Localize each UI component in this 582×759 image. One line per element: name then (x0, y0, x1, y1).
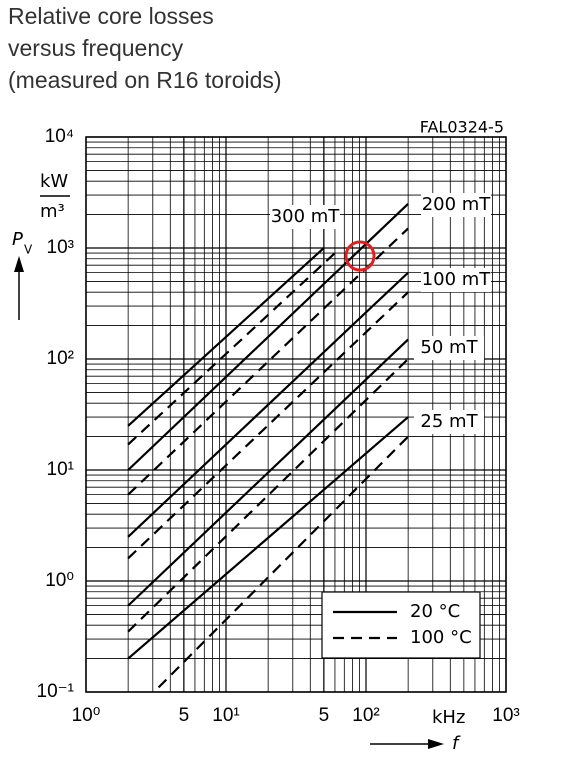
figure-id: FAL0324-5 (420, 118, 504, 137)
y-tick-label: 10¹ (47, 459, 74, 480)
x-tick-label: 5 (319, 705, 330, 726)
curve-label: 50 mT (420, 337, 478, 358)
chart-title: Relative core losses (8, 3, 214, 29)
highlight-circle (344, 240, 376, 272)
y-arrow-head (14, 256, 24, 272)
y-tick-label: 10⁰ (45, 570, 74, 591)
curve (127, 291, 409, 560)
y-tick-label: 10⁻¹ (37, 681, 75, 702)
curve (127, 247, 325, 427)
curve (127, 252, 336, 446)
x-tick-label: 10³ (492, 705, 519, 726)
curve (157, 435, 409, 689)
curve (127, 416, 409, 660)
curve-label: 200 mT (422, 194, 492, 215)
x-tick-label: 5 (179, 705, 190, 726)
x-arrow-head (428, 739, 444, 749)
x-tick-label: 10¹ (212, 705, 239, 726)
chart-title: (measured on R16 toroids) (8, 67, 282, 93)
plot-frame (85, 136, 507, 693)
x-tick-label: 10⁰ (72, 705, 101, 726)
curve (127, 338, 409, 607)
y-axis-label: P (12, 229, 23, 250)
curve (127, 203, 409, 471)
curve-label: 100 mT (422, 269, 492, 290)
legend-box (321, 591, 481, 659)
legend-label: 20 °C (410, 601, 460, 622)
curve (127, 271, 409, 538)
curve-label-bg (414, 336, 484, 360)
legend-label: 100 °C (410, 627, 472, 648)
y-axis-label-sub: V (24, 243, 33, 257)
plot-area: 10⁰ 5 10¹ 5 10² 10³ 10⁻¹ 10⁰ 10¹ 10² 10³ 10⁴ 300 mT 2… (37, 126, 520, 726)
curve-label-bg (414, 410, 484, 434)
curve-label: 300 mT (271, 206, 341, 227)
curve-label-bg (270, 205, 340, 229)
y-unit-denominator: m³ (40, 201, 65, 222)
y-unit-numerator: kW (40, 171, 68, 192)
curve-label: 25 mT (420, 411, 478, 432)
chart-title: versus frequency (8, 35, 184, 61)
curve (127, 227, 409, 496)
x-tick-label: 10² (352, 705, 379, 726)
curve-label-bg (421, 193, 491, 217)
y-tick-label: 10² (47, 348, 74, 369)
x-unit: kHz (432, 707, 465, 728)
curve (127, 358, 409, 633)
x-axis-label: f (452, 733, 461, 754)
curve-label-bg (421, 268, 491, 292)
y-tick-label: 10⁴ (45, 126, 74, 147)
y-tick-label: 10³ (47, 237, 74, 258)
